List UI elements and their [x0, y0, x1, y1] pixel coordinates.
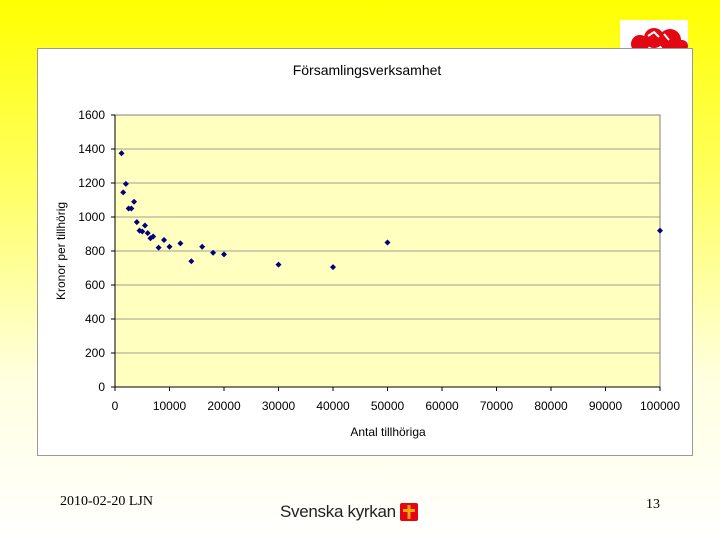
- data-point: [199, 243, 206, 250]
- data-point: [141, 222, 148, 229]
- data-point: [150, 233, 157, 240]
- x-tick-label: 0: [112, 399, 119, 413]
- data-point: [188, 258, 195, 265]
- y-tick-labels: 0 200 400 600 800 1000 1200 1400 1600: [78, 108, 105, 394]
- x-tick-label: 30000: [262, 399, 296, 413]
- logo-detail: [647, 30, 670, 41]
- data-point: [275, 261, 282, 268]
- data-point: [155, 244, 162, 251]
- y-tick-label: 200: [85, 346, 105, 360]
- y-axis-label: Kronor per tillhörig: [54, 202, 68, 300]
- brand-text: Svenska kyrkan: [280, 502, 396, 521]
- data-point: [131, 198, 138, 205]
- x-tick-label: 60000: [425, 399, 459, 413]
- y-tick-label: 400: [85, 312, 105, 326]
- x-tick-labels: 0 10000 20000 30000 40000 50000 60000 70000 8000…: [112, 399, 681, 413]
- x-tick-label: 90000: [589, 399, 623, 413]
- data-point: [144, 230, 151, 237]
- brand-logo: Svenska kyrkan: [280, 500, 418, 524]
- x-tick-label: 70000: [480, 399, 514, 413]
- x-tick-label: 40000: [316, 399, 350, 413]
- chart-title: Församlingsverksamhet: [293, 62, 442, 78]
- y-tick-label: 800: [85, 244, 105, 258]
- scatter-chart: 0 200 400 600 800 1000 1200 1400 1600 0 10000 2000…: [54, 62, 681, 439]
- page-number: 13: [646, 497, 660, 512]
- data-point: [166, 243, 173, 250]
- data-point: [122, 180, 129, 187]
- data-point: [330, 264, 336, 271]
- data-point: [133, 219, 140, 226]
- y-tick-label: 1000: [78, 210, 105, 224]
- x-tick-label: 10000: [153, 399, 187, 413]
- data-point: [657, 227, 663, 234]
- logo-shape-2: [644, 28, 664, 48]
- data-point: [118, 150, 125, 157]
- y-tick-label: 1200: [78, 176, 105, 190]
- data-point: [210, 249, 217, 256]
- x-tick-label: 100000: [640, 399, 680, 413]
- axes: [114, 115, 660, 388]
- data-point: [128, 205, 135, 212]
- y-tick-label: 1600: [78, 108, 105, 122]
- y-tick-label: 0: [98, 380, 105, 394]
- x-tick-label: 80000: [534, 399, 568, 413]
- y-tick-label: 600: [85, 278, 105, 292]
- footer-date: 2010-02-20 LJN: [60, 494, 153, 509]
- data-point: [221, 251, 227, 258]
- x-tick-label: 20000: [207, 399, 241, 413]
- data-point: [161, 236, 168, 243]
- data-point: [139, 228, 146, 235]
- x-tick-label: 50000: [371, 399, 405, 413]
- x-axis-label: Antal tillhöriga: [350, 425, 426, 439]
- data-points: [118, 150, 663, 271]
- gridlines: [111, 114, 661, 391]
- data-point: [384, 239, 391, 246]
- y-tick-label: 1400: [78, 142, 105, 156]
- cross-icon: [399, 503, 418, 521]
- data-point: [177, 240, 184, 247]
- data-point: [120, 189, 127, 196]
- chart-frame: 0 200 400 600 800 1000 1200 1400 1600 0 10000 2000…: [37, 48, 693, 456]
